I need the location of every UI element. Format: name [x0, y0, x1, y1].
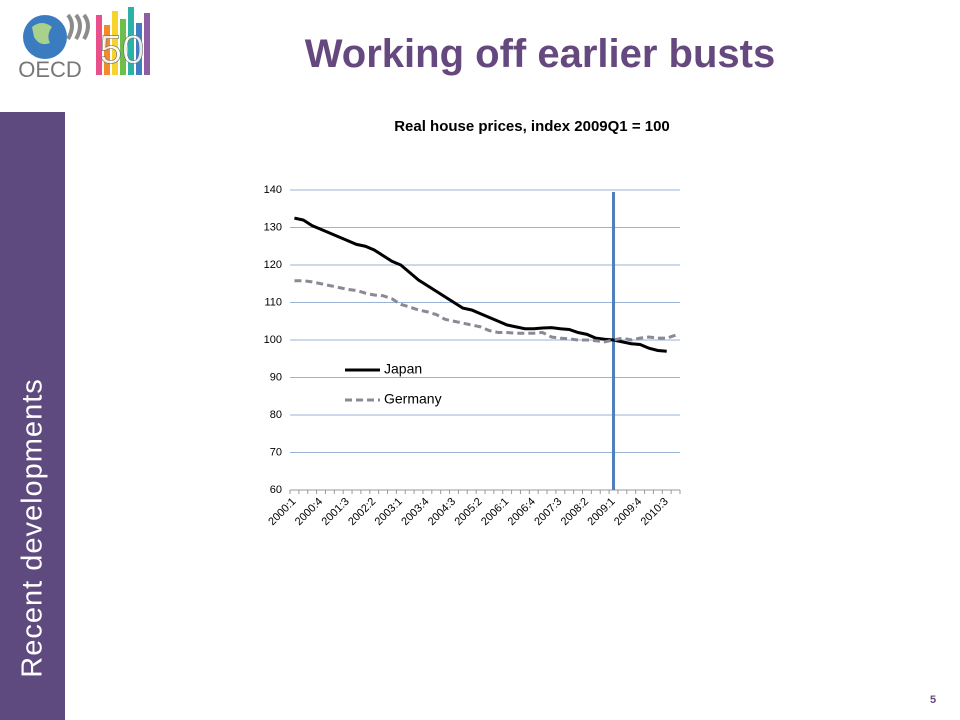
x-tick-label: 2009:1 [585, 496, 617, 528]
y-tick-label: 100 [264, 334, 282, 346]
x-tick-label: 2006:1 [479, 496, 511, 528]
y-tick-label: 120 [264, 259, 282, 271]
sidebar: Recent developments [0, 112, 65, 720]
x-tick-label: 2003:4 [399, 496, 431, 528]
series-line [294, 279, 677, 344]
logo-bar [144, 13, 150, 75]
x-tick-label: 2008:2 [559, 496, 591, 528]
logo-bar [104, 25, 110, 75]
logo-stripes [66, 13, 90, 40]
x-tick-label: 2000:1 [266, 496, 298, 528]
sidebar-text: Recent developments [16, 378, 49, 678]
y-tick-label: 70 [270, 446, 282, 458]
y-tick-label: 140 [264, 184, 282, 196]
y-tick-label: 130 [264, 221, 282, 233]
x-tick-label: 2001:3 [320, 496, 352, 528]
logo-bar [136, 23, 142, 75]
x-tick-label: 2006:4 [506, 496, 538, 528]
logo-bar [128, 7, 134, 75]
x-tick-label: 2000:4 [293, 496, 325, 528]
y-tick-label: 110 [264, 296, 282, 308]
logo-number: 50 [100, 28, 145, 72]
x-tick-label: 2005:2 [452, 496, 484, 528]
logo-bar [112, 11, 118, 75]
chart: Real house prices, index 2009Q1 = 100 60… [264, 118, 681, 528]
x-tick-label: 2009:4 [612, 496, 644, 528]
logo-bar [96, 15, 102, 75]
logo-text: OECD [18, 57, 82, 82]
legend-label: Germany [384, 391, 442, 407]
y-tick-label: 60 [270, 484, 282, 496]
page-number: 5 [930, 694, 937, 706]
legend-label: Japan [384, 361, 422, 377]
logo: 50 OECD [18, 7, 150, 82]
x-tick-label: 2007:3 [532, 496, 564, 528]
logo-land [32, 23, 52, 45]
x-tick-label: 2003:1 [373, 496, 405, 528]
slide-title: Working off earlier busts [304, 32, 776, 76]
logo-bar [120, 19, 126, 75]
y-tick-label: 90 [270, 371, 282, 383]
x-tick-label: 2004:3 [426, 496, 458, 528]
x-tick-label: 2010:3 [639, 496, 671, 528]
x-tick-label: 2002:2 [346, 496, 378, 528]
chart-title: Real house prices, index 2009Q1 = 100 [394, 118, 670, 135]
series-line [294, 216, 667, 353]
y-tick-label: 80 [270, 409, 282, 421]
